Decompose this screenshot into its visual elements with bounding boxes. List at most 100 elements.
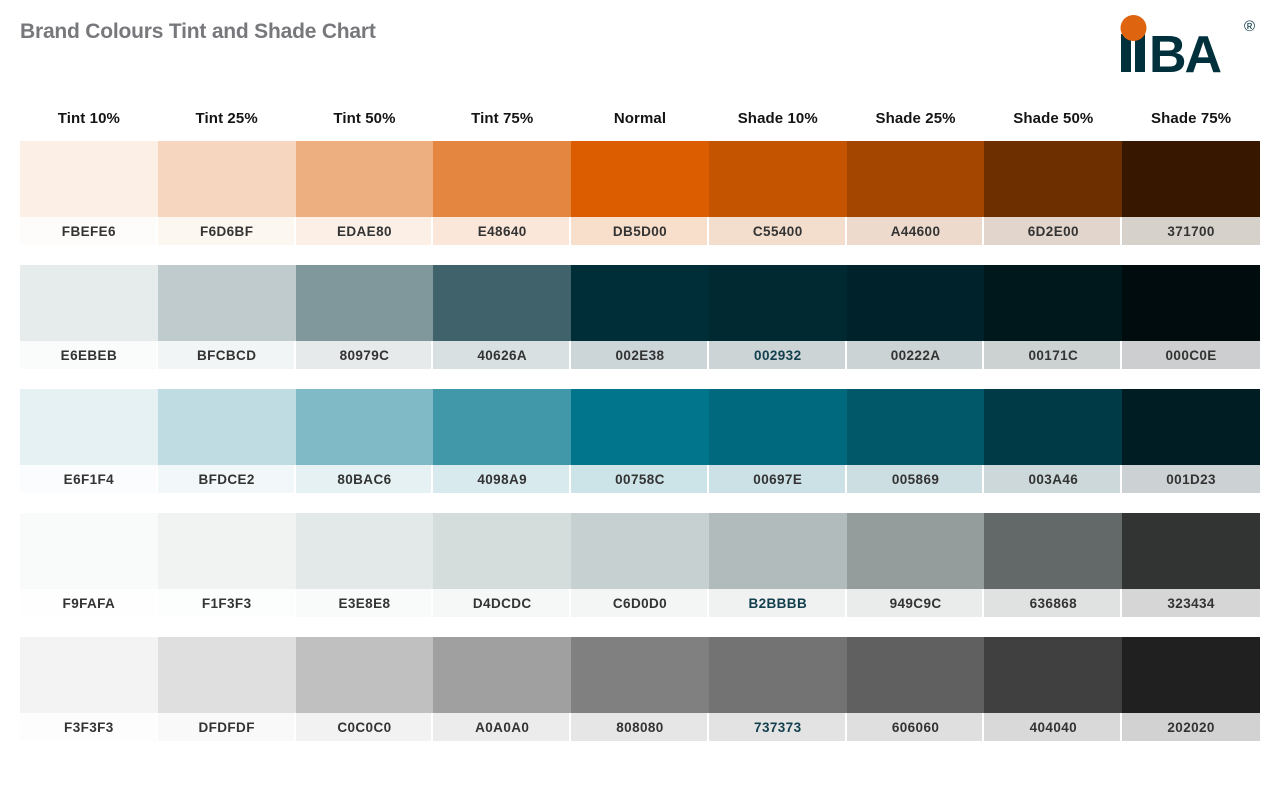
color-swatch bbox=[571, 513, 709, 589]
color-swatch bbox=[708, 389, 847, 465]
hex-label: 00697E bbox=[706, 465, 847, 493]
color-row-neutral-gray: F3F3F3 DFDFDF C0C0C0 A0A0A0 808080 737373 6060… bbox=[20, 637, 1260, 741]
logo-ba-text: BA bbox=[1149, 26, 1222, 78]
hex-label: 202020 bbox=[1120, 713, 1260, 741]
hex-label: 808080 bbox=[569, 713, 709, 741]
swatch-band-teal bbox=[20, 389, 1260, 465]
label-strip-orange: FBEFE6 F6D6BF EDAE80 E48640 DB5D00 C55400 A446… bbox=[20, 217, 1260, 245]
color-row-cool-gray: F9FAFA F1F3F3 E3E8E8 D4DCDC C6D0D0 B2BBBB 949C… bbox=[20, 513, 1260, 617]
hex-label: D4DCDC bbox=[431, 589, 572, 617]
iiba-logo: BA ® bbox=[1112, 14, 1260, 78]
page-title: Brand Colours Tint and Shade Chart bbox=[20, 20, 376, 43]
hex-label: 636868 bbox=[982, 589, 1123, 617]
color-swatch bbox=[20, 513, 158, 589]
hex-label: 002932 bbox=[706, 341, 847, 369]
topbar: Brand Colours Tint and Shade Chart BA ® bbox=[20, 0, 1260, 78]
color-swatch bbox=[984, 141, 1123, 217]
color-swatch bbox=[571, 141, 709, 217]
color-swatch bbox=[433, 513, 572, 589]
color-swatch bbox=[20, 265, 158, 341]
column-header-5: Normal bbox=[613, 110, 667, 127]
hex-label: BFDCE2 bbox=[155, 465, 296, 493]
hex-label: FBEFE6 bbox=[20, 217, 158, 245]
color-swatch bbox=[295, 513, 434, 589]
color-swatch bbox=[846, 637, 985, 713]
color-swatch bbox=[571, 637, 709, 713]
hex-label: 80BAC6 bbox=[293, 465, 434, 493]
hex-label: E3E8E8 bbox=[293, 589, 434, 617]
color-swatch bbox=[984, 513, 1123, 589]
color-row-teal: E6F1F4 BFDCE2 80BAC6 4098A9 00758C 00697E 0058… bbox=[20, 389, 1260, 493]
hex-label: 949C9C bbox=[844, 589, 985, 617]
color-swatch bbox=[20, 389, 158, 465]
hex-label: C55400 bbox=[706, 217, 847, 245]
swatch-band-orange bbox=[20, 141, 1260, 217]
logo-orange-dot-icon bbox=[1120, 15, 1147, 41]
color-swatch bbox=[571, 265, 709, 341]
color-swatch bbox=[846, 141, 985, 217]
hex-label: 737373 bbox=[706, 713, 847, 741]
column-header-7: Shade 25% bbox=[875, 110, 956, 127]
hex-label: 4098A9 bbox=[431, 465, 572, 493]
label-strip-neutral-gray: F3F3F3 DFDFDF C0C0C0 A0A0A0 808080 737373 6060… bbox=[20, 713, 1260, 741]
hex-label: E48640 bbox=[431, 217, 572, 245]
color-swatch bbox=[708, 637, 847, 713]
color-swatch bbox=[295, 637, 434, 713]
logo-registered-mark: ® bbox=[1244, 18, 1255, 35]
color-swatch bbox=[433, 389, 572, 465]
color-swatch bbox=[708, 141, 847, 217]
color-swatch bbox=[295, 265, 434, 341]
hex-label: 000C0E bbox=[1120, 341, 1260, 369]
swatch-band-dark-navy bbox=[20, 265, 1260, 341]
column-header-1: Tint 10% bbox=[57, 110, 120, 127]
color-swatch bbox=[157, 265, 296, 341]
hex-label: DFDFDF bbox=[155, 713, 296, 741]
color-swatch bbox=[1122, 637, 1260, 713]
swatch-band-cool-gray bbox=[20, 513, 1260, 589]
color-swatch bbox=[984, 265, 1123, 341]
color-swatch bbox=[433, 141, 572, 217]
color-row-dark-navy: E6EBEB BFCBCD 80979C 40626A 002E38 002932 0022… bbox=[20, 265, 1260, 369]
color-swatch bbox=[1122, 513, 1260, 589]
hex-label: EDAE80 bbox=[293, 217, 434, 245]
hex-label: DB5D00 bbox=[569, 217, 709, 245]
hex-label: C6D0D0 bbox=[569, 589, 709, 617]
hex-label: BFCBCD bbox=[155, 341, 296, 369]
hex-label: B2BBBB bbox=[706, 589, 847, 617]
color-swatch bbox=[846, 265, 985, 341]
color-swatch bbox=[295, 389, 434, 465]
column-header-6: Shade 10% bbox=[737, 110, 818, 127]
color-swatch bbox=[846, 389, 985, 465]
color-swatch bbox=[708, 265, 847, 341]
color-swatch bbox=[20, 141, 158, 217]
hex-label: 00758C bbox=[569, 465, 709, 493]
column-header-3: Tint 50% bbox=[333, 110, 396, 127]
hex-label: A44600 bbox=[844, 217, 985, 245]
hex-label: 001D23 bbox=[1120, 465, 1260, 493]
column-header-9: Shade 75% bbox=[1151, 110, 1232, 127]
color-swatch bbox=[295, 141, 434, 217]
color-swatch bbox=[157, 513, 296, 589]
hex-label: E6EBEB bbox=[20, 341, 158, 369]
color-swatch bbox=[1122, 265, 1260, 341]
column-header-2: Tint 25% bbox=[195, 110, 258, 127]
color-row-orange: FBEFE6 F6D6BF EDAE80 E48640 DB5D00 C55400 A446… bbox=[20, 141, 1260, 245]
swatch-band-neutral-gray bbox=[20, 637, 1260, 713]
hex-label: 00222A bbox=[844, 341, 985, 369]
logo-i-stem-left bbox=[1121, 34, 1131, 72]
hex-label: 404040 bbox=[982, 713, 1123, 741]
label-strip-cool-gray: F9FAFA F1F3F3 E3E8E8 D4DCDC C6D0D0 B2BBBB 949C… bbox=[20, 589, 1260, 617]
column-header-4: Tint 75% bbox=[471, 110, 534, 127]
hex-label: 002E38 bbox=[569, 341, 709, 369]
hex-label: 40626A bbox=[431, 341, 572, 369]
color-swatch bbox=[708, 513, 847, 589]
hex-label: A0A0A0 bbox=[431, 713, 572, 741]
color-swatch bbox=[984, 637, 1123, 713]
label-strip-dark-navy: E6EBEB BFCBCD 80979C 40626A 002E38 002932 0022… bbox=[20, 341, 1260, 369]
color-swatch bbox=[846, 513, 985, 589]
logo-i-stem-right bbox=[1135, 34, 1145, 72]
hex-label: 606060 bbox=[844, 713, 985, 741]
iiba-logo-graphic: BA ® bbox=[1120, 15, 1255, 78]
color-swatch bbox=[433, 265, 572, 341]
hex-label: 6D2E00 bbox=[982, 217, 1123, 245]
